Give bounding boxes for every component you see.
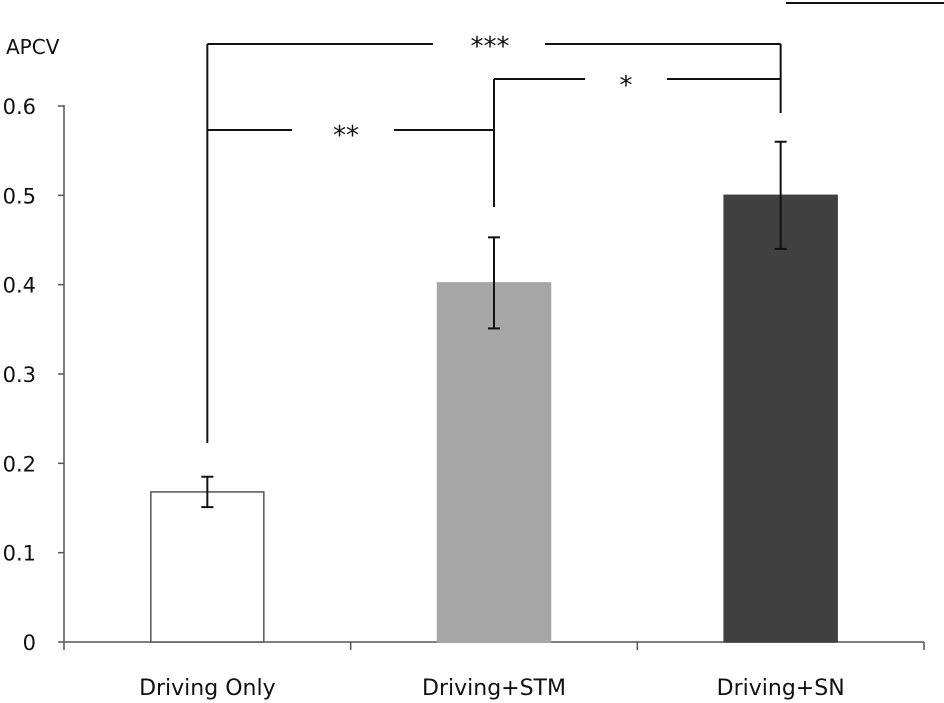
bar-driving-stm bbox=[436, 282, 552, 643]
category-label: Driving+STM bbox=[422, 676, 566, 701]
y-tick-label: 0.6 bbox=[3, 95, 36, 119]
y-tick-label: 0 bbox=[23, 631, 36, 655]
y-tick-label: 0.4 bbox=[3, 274, 36, 298]
y-tick-label: 0.5 bbox=[3, 184, 36, 208]
bars bbox=[150, 194, 838, 643]
significance-brackets: ****** bbox=[206, 32, 782, 443]
y-tick-label: 0.3 bbox=[3, 363, 36, 387]
y-axis-label: APCV bbox=[6, 35, 60, 59]
error-bars bbox=[201, 140, 787, 509]
category-labels: Driving Only Driving+STM Driving+SN bbox=[139, 676, 845, 701]
significance-label: * bbox=[620, 71, 633, 101]
y-tick-label: 0.2 bbox=[3, 452, 36, 476]
bar-driving-sn bbox=[723, 194, 838, 643]
significance-label: ** bbox=[333, 121, 359, 151]
x-ticks bbox=[63, 642, 925, 650]
y-tick-label: 0.1 bbox=[3, 542, 36, 566]
significance-label: *** bbox=[471, 32, 510, 62]
y-ticks: 0 0.1 0.2 0.3 0.4 0.5 0.6 bbox=[3, 95, 64, 655]
category-label: Driving+SN bbox=[717, 676, 845, 701]
bar-driving-only bbox=[150, 491, 265, 643]
category-label: Driving Only bbox=[139, 676, 276, 701]
